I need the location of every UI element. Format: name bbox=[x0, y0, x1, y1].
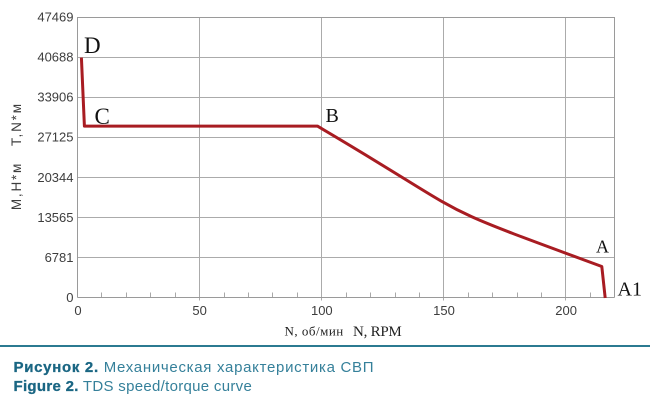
svg-text:C: C bbox=[95, 104, 110, 129]
svg-text:13565: 13565 bbox=[37, 210, 73, 225]
svg-text:0: 0 bbox=[66, 290, 73, 305]
svg-text:100: 100 bbox=[311, 303, 333, 318]
svg-text:A1: A1 bbox=[618, 279, 642, 301]
svg-text:A: A bbox=[596, 237, 609, 257]
svg-text:D: D bbox=[84, 33, 101, 58]
svg-text:Т,N*м: Т,N*м bbox=[9, 102, 24, 146]
svg-text:0: 0 bbox=[74, 303, 81, 318]
svg-text:40688: 40688 bbox=[37, 50, 73, 65]
svg-text:N, об/мин: N, об/мин bbox=[285, 324, 344, 339]
svg-text:47469: 47469 bbox=[37, 10, 73, 25]
svg-text:6781: 6781 bbox=[45, 250, 74, 265]
svg-text:20344: 20344 bbox=[37, 170, 73, 185]
svg-text:М,Н*м: М,Н*м bbox=[9, 162, 24, 210]
svg-text:B: B bbox=[326, 105, 339, 127]
svg-text:27125: 27125 bbox=[37, 130, 73, 145]
svg-text:200: 200 bbox=[555, 303, 577, 318]
svg-text:33906: 33906 bbox=[37, 90, 73, 105]
svg-text:150: 150 bbox=[433, 303, 455, 318]
svg-text:N, RPM: N, RPM bbox=[353, 324, 402, 340]
svg-text:50: 50 bbox=[192, 303, 206, 318]
